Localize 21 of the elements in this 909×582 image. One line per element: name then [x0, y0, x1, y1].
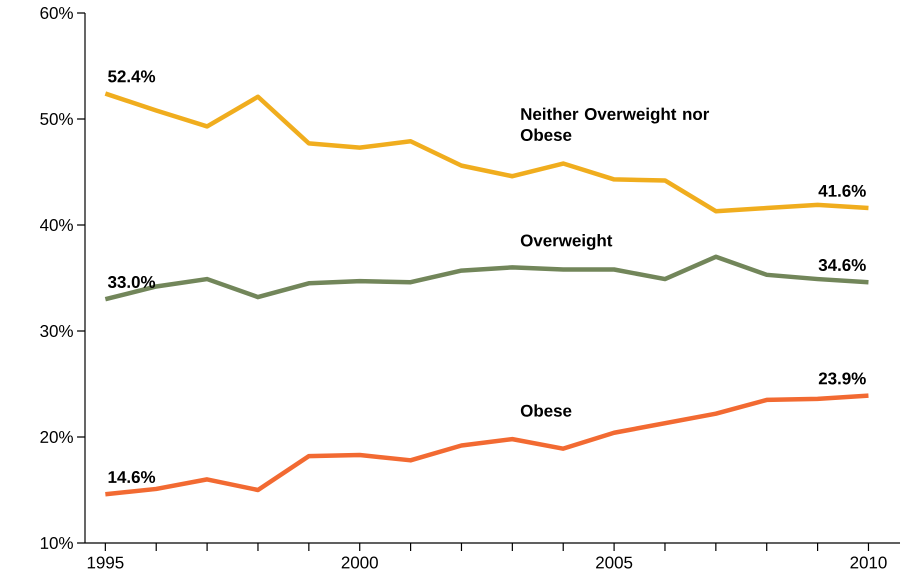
- data-label: 34.6%: [818, 259, 866, 272]
- data-label: 41.6%: [818, 184, 866, 197]
- series-label: Obese: [520, 404, 572, 417]
- x-tick-label: 2005: [596, 556, 632, 569]
- data-label: 52.4%: [108, 70, 156, 82]
- data-label: 23.9%: [818, 372, 866, 384]
- y-tick-label: 30%: [40, 325, 73, 337]
- x-tick-label: 2000: [342, 556, 378, 569]
- y-tick-label: 50%: [40, 113, 73, 125]
- data-label: 14.6%: [108, 471, 156, 484]
- line-series: [103, 91, 871, 214]
- y-tick-label: 10%: [40, 537, 73, 549]
- data-label: 33.0%: [108, 276, 156, 288]
- y-tick-label: 20%: [40, 431, 73, 443]
- y-tick-label: 60%: [40, 7, 73, 19]
- x-tick-label: 2010: [850, 556, 887, 569]
- series-label: Overweight: [520, 234, 612, 250]
- series-label: Neither Overweight nor Obese: [520, 108, 710, 141]
- y-tick-label: 40%: [40, 219, 73, 231]
- x-tick-label: 1995: [88, 556, 124, 569]
- line-series: [103, 254, 871, 302]
